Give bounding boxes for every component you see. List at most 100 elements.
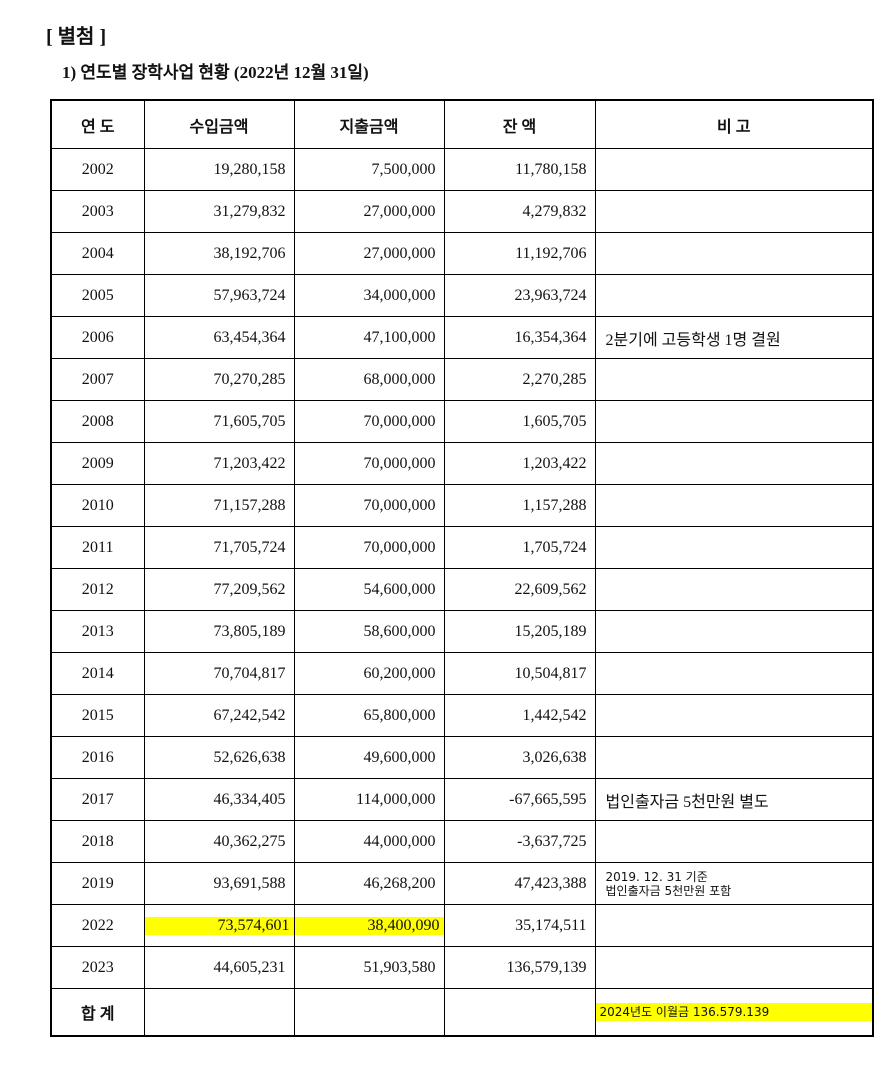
table-row: 2006 63,454,364 47,100,000 16,354,364 2분기에 고… xyxy=(50,316,874,359)
table-cell xyxy=(594,736,874,779)
cell-text: 70,000,000 xyxy=(363,538,436,556)
cell-text: 2007 xyxy=(81,370,114,388)
cell-text: 1,442,542 xyxy=(522,706,587,724)
cell-text: 46,334,405 xyxy=(213,790,286,808)
table-cell: 136,579,139 xyxy=(443,946,596,989)
cell-text: 70,704,817 xyxy=(213,664,286,682)
cell-text: 67,242,542 xyxy=(213,706,286,724)
table-cell: 1,605,705 xyxy=(443,400,596,443)
table-cell: 51,903,580 xyxy=(293,946,445,989)
table-cell: 93,691,588 xyxy=(143,862,295,905)
table-row: 2015 67,242,542 65,800,000 1,442,542 xyxy=(50,694,874,737)
table-cell: 2015 xyxy=(50,694,145,737)
table-cell: 2004 xyxy=(50,232,145,275)
cell-text: 16,354,364 xyxy=(514,328,587,346)
cell-text: 77,209,562 xyxy=(213,580,286,598)
table-row: 2016 52,626,638 49,600,000 3,026,638 xyxy=(50,736,874,779)
table-cell: 57,963,724 xyxy=(143,274,295,317)
table-row: 2012 77,209,562 54,600,000 22,609,562 xyxy=(50,568,874,611)
cell-text: 27,000,000 xyxy=(363,244,436,262)
cell-text: 10,504,817 xyxy=(514,664,587,682)
cell-text: 1,157,288 xyxy=(522,496,587,514)
table-cell: 2007 xyxy=(50,358,145,401)
table-cell: 16,354,364 xyxy=(443,316,596,359)
table-cell: 46,268,200 xyxy=(293,862,445,905)
table-row: 2010 71,157,288 70,000,000 1,157,288 xyxy=(50,484,874,527)
table-cell: 10,504,817 xyxy=(443,652,596,695)
table-cell: 114,000,000 xyxy=(293,778,445,821)
table-cell: -3,637,725 xyxy=(443,820,596,863)
cell-text: -67,665,595 xyxy=(509,790,587,808)
table-cell xyxy=(594,442,874,485)
table-cell: 11,780,158 xyxy=(443,148,596,191)
cell-text: 2002 xyxy=(81,160,114,178)
cell-text: 2022 xyxy=(81,916,114,934)
table-cell: 47,423,388 xyxy=(443,862,596,905)
table-cell: 1,203,422 xyxy=(443,442,596,485)
table-cell: 2006 xyxy=(50,316,145,359)
cell-text: 58,600,000 xyxy=(363,622,436,640)
table-cell: 11,192,706 xyxy=(443,232,596,275)
cell-text: 23,963,724 xyxy=(514,286,587,304)
cell-text: 63,454,364 xyxy=(213,328,286,346)
table-cell xyxy=(594,232,874,275)
cell-text: 65,800,000 xyxy=(363,706,436,724)
column-header: 잔 액 xyxy=(443,99,596,149)
table-row: 2023 44,605,231 51,903,580 136,579,139 xyxy=(50,946,874,989)
table-cell xyxy=(594,568,874,611)
table-cell: 73,574,601 xyxy=(143,904,295,947)
table-cell: 31,279,832 xyxy=(143,190,295,233)
table-cell: 46,334,405 xyxy=(143,778,295,821)
cell-text: 71,157,288 xyxy=(213,496,286,514)
cell-text: 71,203,422 xyxy=(213,454,286,472)
subtitle: 1) 연도별 장학사업 현황 (2022년 12월 31일) xyxy=(62,63,369,82)
table-cell xyxy=(594,358,874,401)
cell-text: 46,268,200 xyxy=(363,874,436,892)
table-row: 2004 38,192,706 27,000,000 11,192,706 xyxy=(50,232,874,275)
table-cell xyxy=(594,148,874,191)
cell-text: 2,270,285 xyxy=(522,370,587,388)
table-cell: 2013 xyxy=(50,610,145,653)
table-cell: 2003 xyxy=(50,190,145,233)
table-row: 2019 93,691,588 46,268,200 47,423,388 2019. … xyxy=(50,862,874,905)
cell-text: 2023 xyxy=(81,958,114,976)
table-cell: 73,805,189 xyxy=(143,610,295,653)
cell-text: 2016 xyxy=(81,748,114,766)
cell-text: 22,609,562 xyxy=(514,580,587,598)
cell-text: 57,963,724 xyxy=(213,286,286,304)
cell-text: 38,192,706 xyxy=(213,244,286,262)
cell-text: 44,000,000 xyxy=(363,832,436,850)
table-cell: 2,270,285 xyxy=(443,358,596,401)
cell-text: 73,805,189 xyxy=(213,622,286,640)
cell-text: 93,691,588 xyxy=(213,874,286,892)
table-cell: 2분기에 고등학생 1명 결원 xyxy=(594,316,874,359)
table-cell: 70,000,000 xyxy=(293,526,445,569)
column-header: 비 고 xyxy=(594,99,874,149)
cell-text: 71,605,705 xyxy=(213,412,286,430)
table-cell: 1,157,288 xyxy=(443,484,596,527)
table-cell: 4,279,832 xyxy=(443,190,596,233)
table-cell: 71,157,288 xyxy=(143,484,295,527)
table-row: 2011 71,705,724 70,000,000 1,705,724 xyxy=(50,526,874,569)
cell-text: 2024년도 이월금 136.579.139 xyxy=(595,1003,872,1021)
cell-text: 3,026,638 xyxy=(522,748,587,766)
table-cell: 71,203,422 xyxy=(143,442,295,485)
cell-text: 법인출자금 5천만원 별도 xyxy=(605,793,769,811)
cell-text: 2012 xyxy=(81,580,114,598)
table-cell: 58,600,000 xyxy=(293,610,445,653)
cell-text: 2017 xyxy=(81,790,114,808)
table-cell: 2011 xyxy=(50,526,145,569)
table-cell: 15,205,189 xyxy=(443,610,596,653)
table-cell: 40,362,275 xyxy=(143,820,295,863)
table-row: 2009 71,203,422 70,000,000 1,203,422 xyxy=(50,442,874,485)
table-row: 2002 19,280,158 7,500,000 11,780,158 xyxy=(50,148,874,191)
table-cell: 2016 xyxy=(50,736,145,779)
table-cell: 63,454,364 xyxy=(143,316,295,359)
cell-text: 51,903,580 xyxy=(363,958,436,976)
table-cell: 52,626,638 xyxy=(143,736,295,779)
cell-text: 70,000,000 xyxy=(363,496,436,514)
table-cell: 54,600,000 xyxy=(293,568,445,611)
table-cell: 2008 xyxy=(50,400,145,443)
cell-text: 2004 xyxy=(81,244,114,262)
cell-text: 73,574,601 xyxy=(144,916,294,935)
